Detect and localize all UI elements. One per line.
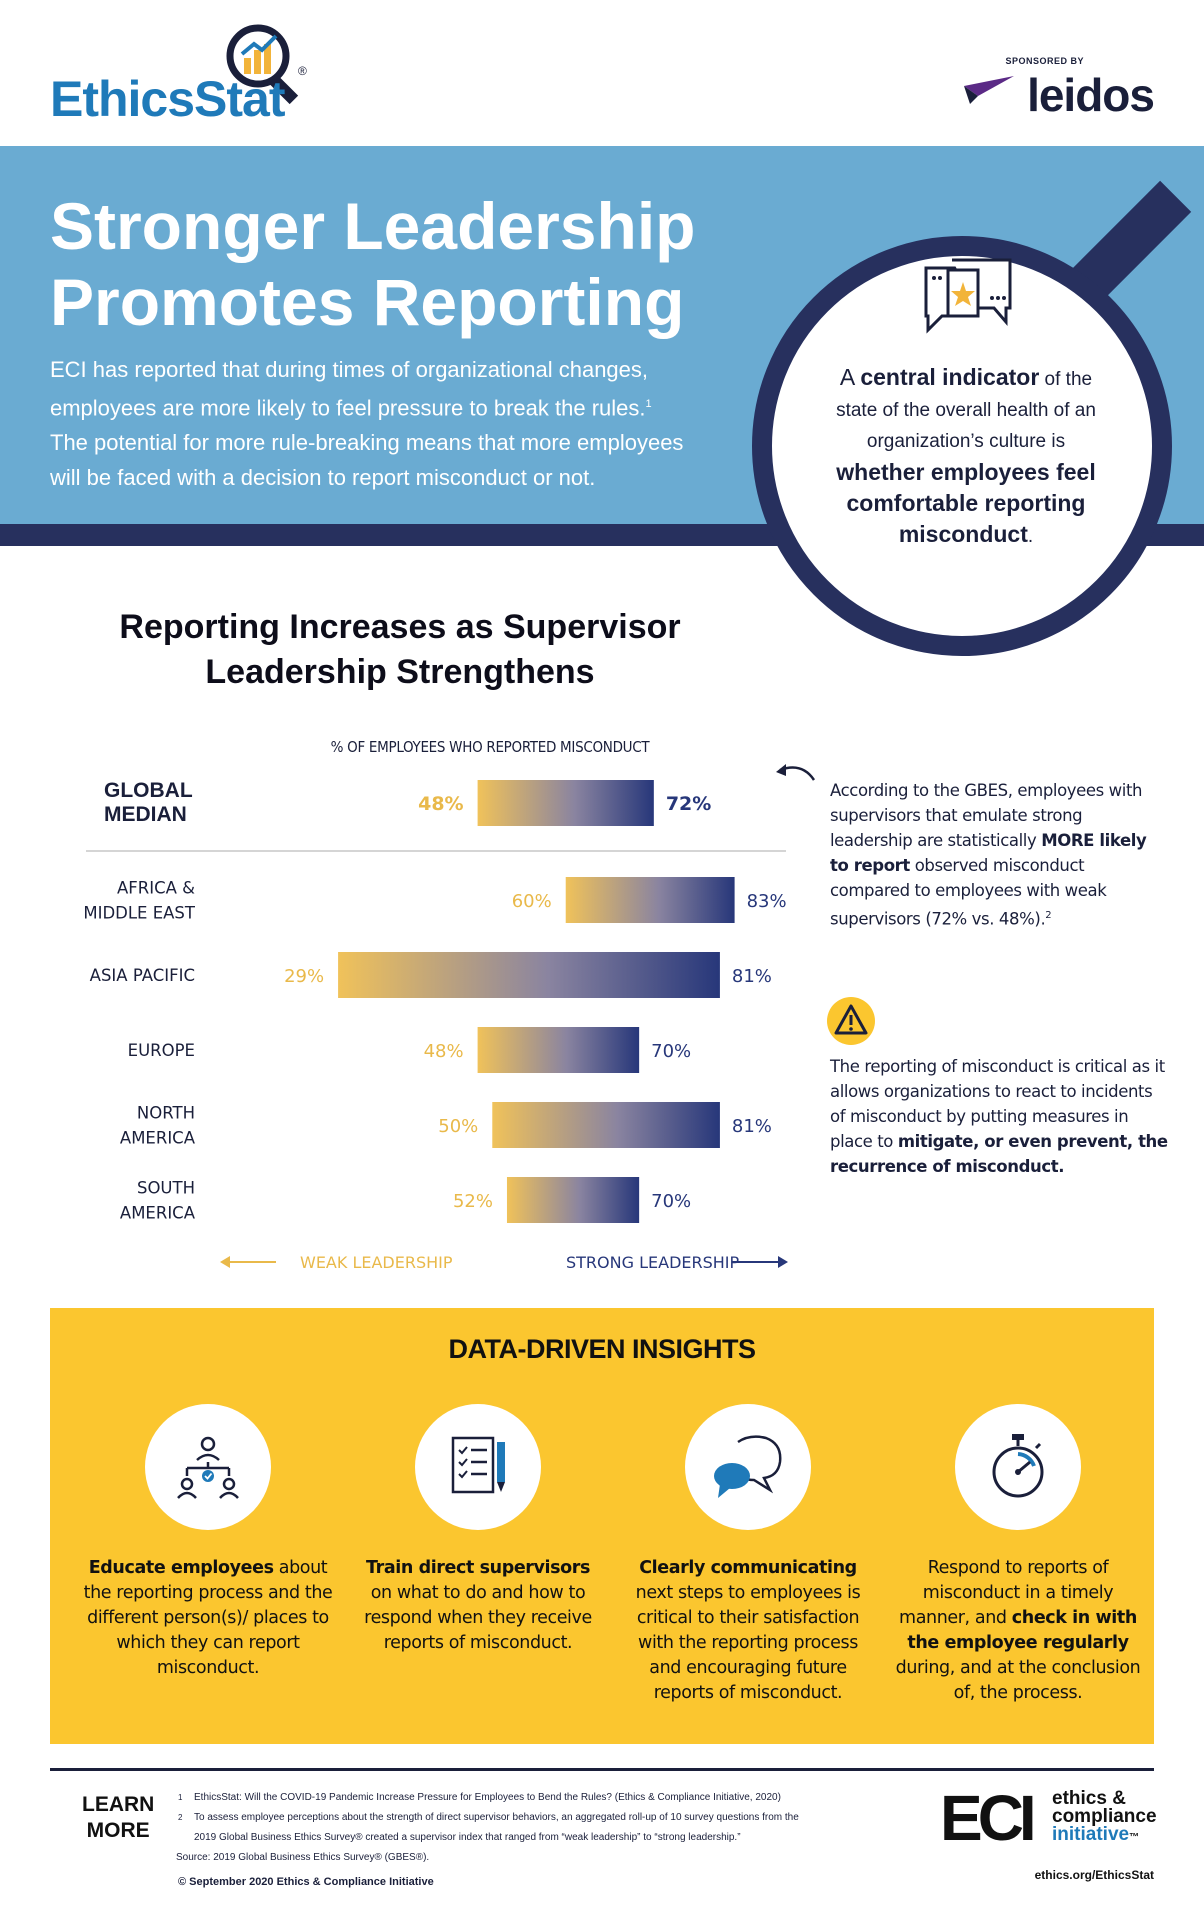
category-label-south-america: AMERICA xyxy=(120,1204,196,1223)
strong-value-africa-middle-east: 83% xyxy=(747,891,787,912)
note-critical-reporting: The reporting of misconduct is critical … xyxy=(830,1057,1168,1176)
category-label-asia-pacific: ASIA PACIFIC xyxy=(90,966,195,985)
weak-value-africa-middle-east: 60% xyxy=(512,891,552,912)
note-stronger-leadership: According to the GBES, employees with su… xyxy=(830,781,1147,929)
checklist-pencil-icon xyxy=(451,1436,505,1494)
insight-respond: Respond to reports of misconduct in a ti… xyxy=(893,1404,1143,1706)
bar-south-america xyxy=(506,1177,640,1223)
category-label-africa-middle-east: AFRICA & xyxy=(117,879,195,898)
strong-value-north-america: 81% xyxy=(732,1116,772,1137)
warning-icon xyxy=(827,997,875,1045)
sponsor-block: SPONSORED BY leidos xyxy=(964,56,1155,122)
bar-asia-pacific xyxy=(338,952,720,998)
sponsor-label: SPONSORED BY xyxy=(1005,56,1084,66)
weak-axis-label: WEAK LEADERSHIP xyxy=(300,1253,453,1272)
weak-value-north-america: 50% xyxy=(438,1116,478,1137)
weak-value-south-america: 52% xyxy=(453,1191,493,1212)
sponsor-name: leidos xyxy=(1027,69,1155,121)
insights-panel: DATA-DRIVEN INSIGHTS Educate employees a… xyxy=(50,1308,1154,1744)
ethicsstat-logo: EthicsStat ® xyxy=(50,20,310,130)
strong-value-south-america: 70% xyxy=(651,1191,691,1212)
strong-value-asia-pacific: 81% xyxy=(732,966,772,987)
chart-title: Reporting Increases as Supervisor Leaders… xyxy=(119,608,681,691)
weak-value-asia-pacific: 29% xyxy=(284,966,324,987)
bar-global-median xyxy=(477,780,654,826)
copyright: © September 2020 Ethics & Compliance Ini… xyxy=(178,1876,434,1888)
footer-rule xyxy=(50,1768,1154,1771)
stopwatch-icon xyxy=(992,1434,1044,1498)
bar-africa-middle-east xyxy=(565,877,735,923)
category-label-africa-middle-east: MIDDLE EAST xyxy=(83,904,196,923)
category-label-global-median: GLOBAL xyxy=(104,779,193,802)
magnifier-chart-icon xyxy=(226,24,299,105)
insight-communicate: Clearly communicating next steps to empl… xyxy=(623,1404,873,1706)
category-label-south-america: SOUTH xyxy=(137,1179,195,1198)
insight-respond-text: Respond to reports of misconduct in a ti… xyxy=(895,1558,1141,1703)
weak-value-global-median: 48% xyxy=(418,793,463,815)
strong-axis-arrow xyxy=(732,1256,788,1268)
people-hierarchy-icon xyxy=(177,1436,239,1499)
chat-star-icon xyxy=(924,258,1012,334)
weak-axis-arrow xyxy=(220,1256,276,1268)
insight-educate-text: Educate employees about the reporting pr… xyxy=(83,1558,333,1678)
insight-educate: Educate employees about the reporting pr… xyxy=(83,1404,333,1681)
chart-subtitle: % OF EMPLOYEES WHO REPORTED MISCONDUCT xyxy=(330,738,650,756)
eci-url[interactable]: ethics.org/EthicsStat xyxy=(1034,1868,1154,1882)
learn-more-heading: LEARN MORE xyxy=(82,1793,155,1842)
logo-wordmark: EthicsStat xyxy=(50,71,286,127)
speech-bubbles-icon xyxy=(714,1435,782,1498)
insight-communicate-text: Clearly communicating next steps to empl… xyxy=(635,1558,861,1703)
bar-europe xyxy=(477,1027,640,1073)
intro-paragraph: ECI has reported that during times of or… xyxy=(50,357,684,491)
strong-axis-label: STRONG LEADERSHIP xyxy=(566,1253,740,1272)
insights-title: DATA-DRIVEN INSIGHTS xyxy=(448,1334,757,1364)
insight-train-text: Train direct supervisors on what to do a… xyxy=(364,1558,592,1653)
insight-train: Train direct supervisors on what to do a… xyxy=(353,1404,603,1656)
references: 1 EthicsStat: Will the COVID-19 Pandemic … xyxy=(176,1792,799,1863)
page-title: Stronger Leadership Promotes Reporting xyxy=(50,189,696,339)
category-label-north-america: AMERICA xyxy=(120,1129,196,1148)
strong-value-europe: 70% xyxy=(651,1041,691,1062)
strong-value-global-median: 72% xyxy=(666,793,711,815)
leidos-swoosh-icon xyxy=(964,76,1014,104)
category-label-global-median: MEDIAN xyxy=(104,803,187,826)
category-label-europe: EUROPE xyxy=(128,1041,195,1060)
curved-arrow-icon xyxy=(776,764,816,781)
weak-value-europe: 48% xyxy=(424,1041,464,1062)
bar-north-america xyxy=(492,1102,720,1148)
registered-mark: ® xyxy=(298,64,307,78)
category-label-north-america: NORTH xyxy=(137,1104,195,1123)
lens-statement: A central indicator of the state of the … xyxy=(836,364,1096,547)
